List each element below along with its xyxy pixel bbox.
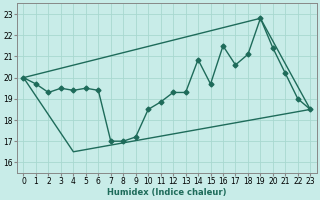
X-axis label: Humidex (Indice chaleur): Humidex (Indice chaleur) bbox=[107, 188, 227, 197]
